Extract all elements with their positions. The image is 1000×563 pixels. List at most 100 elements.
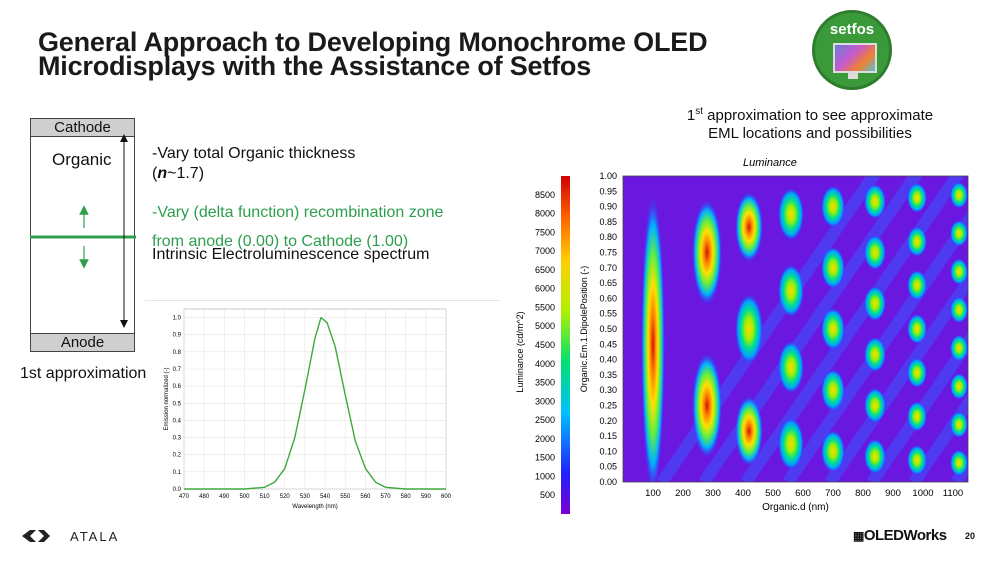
colorbar <box>561 176 570 514</box>
heatmap-blob <box>778 187 804 241</box>
title-line-1: General Approach to Developing Monochrom… <box>38 27 708 57</box>
anode-layer: Anode <box>31 333 134 351</box>
x-tick-label: 800 <box>855 488 871 499</box>
y-tick-label: 0.80 <box>599 232 617 242</box>
first-approximation-caption: 1st approximation <box>20 365 147 382</box>
bullet-1-open: ( <box>152 165 158 182</box>
atala-logo-icon-mirror <box>38 530 50 542</box>
x-axis-label: Wavelength (nm) <box>292 504 337 510</box>
colorbar-tick-label: 4500 <box>535 340 555 350</box>
x-axis-label: Organic.d (nm) <box>762 502 829 513</box>
y-tick-label: 0.20 <box>599 416 617 426</box>
y-tick-label: 0.90 <box>599 202 617 212</box>
x-tick-label: 540 <box>320 494 331 500</box>
colorbar-tick-label: 500 <box>540 490 555 500</box>
x-tick-label: 510 <box>260 494 271 500</box>
heatmap-blob <box>950 296 968 324</box>
y-tick-label: 0.85 <box>599 217 617 227</box>
x-tick-label: 300 <box>705 488 721 499</box>
x-tick-label: 590 <box>421 494 432 500</box>
heatmap-blob <box>950 373 968 400</box>
x-tick-label: 530 <box>300 494 311 500</box>
x-tick-label: 200 <box>675 488 691 499</box>
y-tick-label: 0.00 <box>599 477 617 487</box>
y-tick-label: 0.10 <box>599 446 617 456</box>
y-tick-label: 0.3 <box>173 436 182 442</box>
heatmap-title: Luminance <box>743 157 797 169</box>
heatmap-blob-hot <box>692 199 722 306</box>
colorbar-tick-label: 5500 <box>535 302 555 312</box>
y-tick-label: 0.0 <box>173 487 182 493</box>
heatmap-blob <box>907 357 927 388</box>
heatmap-blob <box>864 387 886 424</box>
heatmap-blob <box>778 264 804 318</box>
y-tick-label: 0.4 <box>173 418 182 424</box>
heatmap-blob <box>907 182 927 213</box>
luminance-heatmap-chart: 500 1000 1500 2000 2500 3000 3500 4000 4500 5000 5… <box>515 157 969 514</box>
y-tick-label: 0.75 <box>599 248 617 258</box>
heatmap-blob <box>907 313 927 345</box>
y-axis-label: Emission normalized (-) <box>164 367 170 430</box>
note-superscript: st <box>695 106 703 117</box>
y-tick-label: 1.00 <box>599 171 617 181</box>
heatmap-blob <box>821 430 845 473</box>
heatmap-band <box>741 176 965 482</box>
y-tick-label: 0.2 <box>173 453 182 459</box>
x-tick-label: 900 <box>885 488 901 499</box>
x-tick-label: 600 <box>795 488 811 499</box>
heatmap-blob <box>907 226 927 257</box>
heatmap-blob <box>907 270 927 301</box>
atala-logo-icon <box>22 530 36 542</box>
x-tick-label: 500 <box>239 494 250 500</box>
y-tick-label: 0.5 <box>173 401 182 407</box>
y-tick-label: 0.6 <box>173 384 182 390</box>
heatmap-blob <box>950 411 968 438</box>
x-tick-label: 500 <box>765 488 781 499</box>
y-tick-label: 0.05 <box>599 462 617 472</box>
spectrum-series-line <box>184 316 446 490</box>
heatmap-blob <box>864 285 886 322</box>
heatmap-blob <box>950 220 968 247</box>
colorbar-label: Luminance (cd/m^2) <box>515 311 525 392</box>
title-line-2: Microdisplays with the Assistance of Set… <box>38 51 592 81</box>
monitor-stand-icon <box>848 71 858 79</box>
heatmap-blobs <box>641 176 968 482</box>
x-tick-label: 570 <box>381 494 392 500</box>
colorbar-tick-label: 8000 <box>535 209 555 219</box>
heatmap-blob <box>864 438 886 475</box>
heatmap-band <box>783 210 968 482</box>
colorbar-tick-label: 3000 <box>535 396 555 406</box>
colorbar-tick-label: 7000 <box>535 246 555 256</box>
atala-logo: ATALA <box>22 529 117 544</box>
colorbar-tick-label: 7500 <box>535 227 555 237</box>
x-tick-label: 560 <box>360 494 371 500</box>
heatmap-blob-hot <box>641 194 665 482</box>
colorbar-tick-label: 8500 <box>535 190 555 200</box>
y-tick-label: 0.9 <box>173 333 182 339</box>
heatmap-blob <box>821 307 845 351</box>
heatmap-frame <box>622 175 969 483</box>
y-tick-label: 0.45 <box>599 339 617 349</box>
approximation-note: 1st approximation to see approximate EML… <box>650 103 970 143</box>
bullet-1-rest: ~1.7) <box>167 165 205 182</box>
monitor-icon <box>833 43 877 73</box>
x-tick-label: 1100 <box>943 488 963 499</box>
x-tick-label: 520 <box>280 494 291 500</box>
bullet-1-line-1: -Vary total Organic thickness <box>152 145 356 162</box>
y-tick-label: 1.0 <box>173 316 182 322</box>
x-tick-label: 700 <box>825 488 841 499</box>
colorbar-tick-label: 4000 <box>535 359 555 369</box>
bullet-2-line-1: -Vary (delta function) recombination zon… <box>152 204 444 221</box>
heatmap-blob <box>735 293 763 365</box>
heatmap-blob <box>950 334 968 362</box>
heatmap-blob <box>778 340 804 394</box>
oledworks-logo: ▦OLEDWorks <box>853 527 947 544</box>
oledworks-grid-icon: ▦ <box>853 529 864 543</box>
y-tick-label: 0.7 <box>173 367 182 373</box>
note-line-2: EML locations and possibilities <box>708 125 912 142</box>
colorbar-tick-label: 5000 <box>535 321 555 331</box>
x-tick-label: 1000 <box>912 488 933 499</box>
heatmap-blob <box>864 234 886 271</box>
heatmap-blob <box>864 336 886 373</box>
colorbar-tick-label: 6000 <box>535 284 555 294</box>
